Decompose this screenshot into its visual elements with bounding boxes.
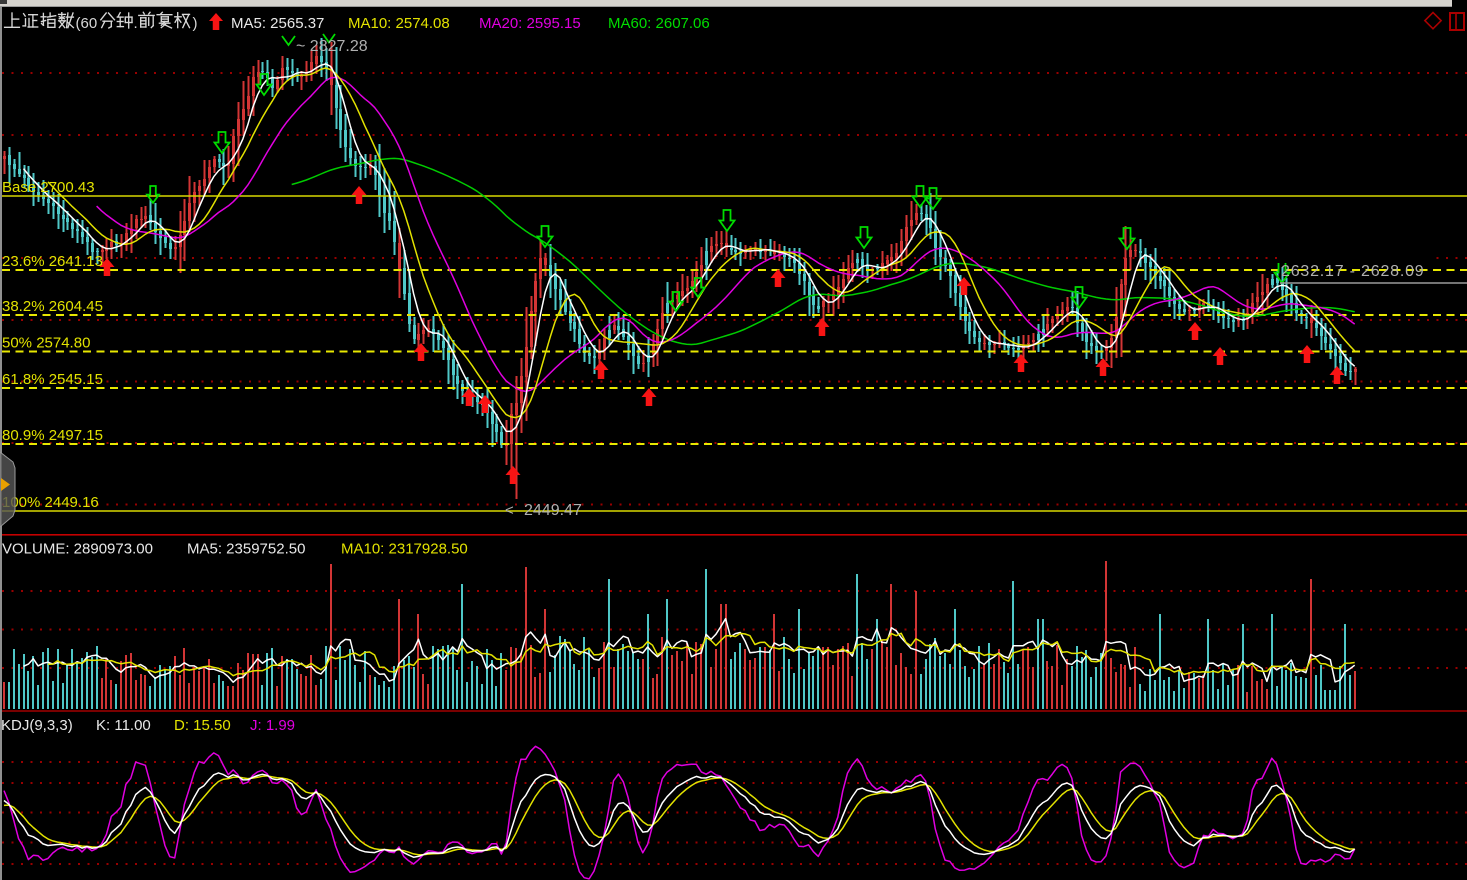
svg-text:38.2% 2604.45: 38.2% 2604.45	[2, 298, 103, 315]
svg-text:~ 2827.28: ~ 2827.28	[296, 38, 368, 55]
svg-text:100% 2449.16: 100% 2449.16	[2, 494, 99, 511]
svg-text:MA10: 2317928.50: MA10: 2317928.50	[341, 541, 468, 558]
svg-text:<: <	[505, 502, 514, 519]
svg-text:MA60: 2607.06: MA60: 2607.06	[608, 15, 710, 32]
svg-text:MA5: 2359752.50: MA5: 2359752.50	[187, 541, 305, 558]
svg-text:KDJ(9,3,3): KDJ(9,3,3)	[1, 717, 73, 734]
svg-text:50% 2574.80: 50% 2574.80	[2, 335, 90, 352]
svg-text:80.9% 2497.15: 80.9% 2497.15	[2, 427, 103, 444]
svg-text:(60: (60	[76, 15, 98, 32]
svg-text:2632.17 - 2628.09: 2632.17 - 2628.09	[1281, 263, 1425, 280]
svg-text:MA5: 2565.37: MA5: 2565.37	[231, 15, 324, 32]
svg-text:Base 2700.43: Base 2700.43	[2, 179, 95, 196]
svg-text:VOLUME: 2890973.00: VOLUME: 2890973.00	[2, 541, 153, 558]
svg-text:D: 15.50: D: 15.50	[174, 717, 231, 734]
svg-text:J: 1.99: J: 1.99	[250, 717, 295, 734]
svg-text:2449.47: 2449.47	[524, 502, 582, 519]
svg-text:23.6% 2641.13: 23.6% 2641.13	[2, 253, 103, 270]
svg-text:MA20: 2595.15: MA20: 2595.15	[479, 15, 581, 32]
svg-text:MA10: 2574.08: MA10: 2574.08	[348, 15, 450, 32]
svg-text:.: .	[134, 15, 138, 32]
svg-text:): )	[193, 15, 198, 32]
svg-text:61.8% 2545.15: 61.8% 2545.15	[2, 371, 103, 388]
svg-text:K: 11.00: K: 11.00	[96, 717, 151, 734]
